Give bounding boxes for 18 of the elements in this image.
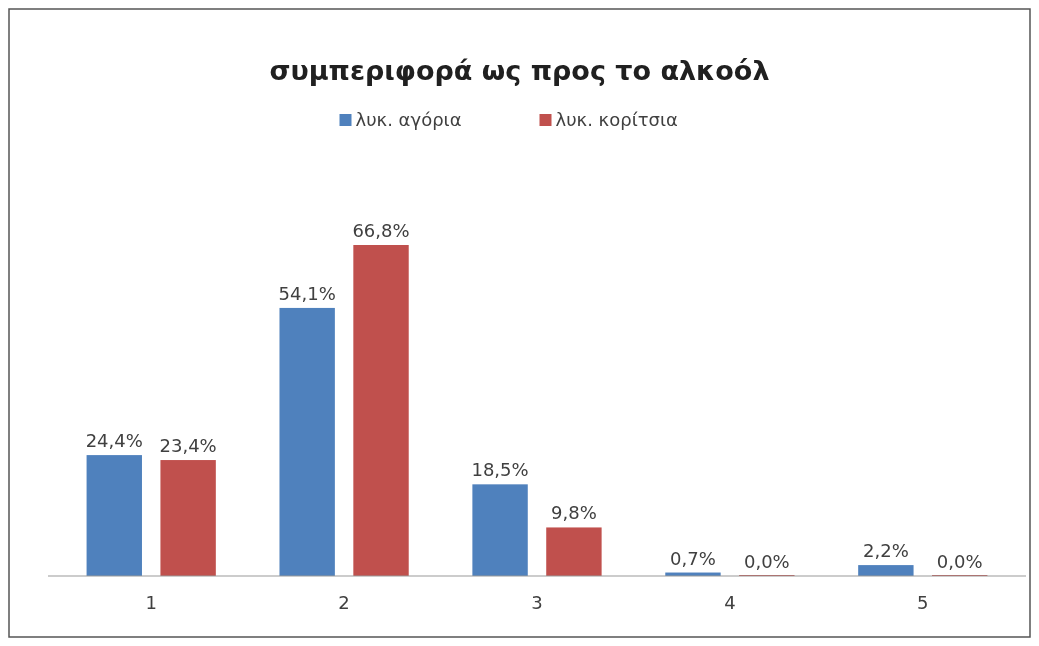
data-label: 2,2% [863, 540, 909, 562]
data-label: 54,1% [278, 282, 336, 304]
x-tick-label: 5 [917, 592, 929, 613]
x-tick-label: 4 [724, 592, 736, 613]
x-tick-label: 3 [531, 592, 543, 613]
data-label: 0,0% [743, 551, 790, 572]
chart-title: συμπεριφορά ως προς το αλκοόλ [269, 55, 770, 86]
x-tick-label: 2 [338, 592, 350, 613]
legend-label: λυκ. κορίτσια [555, 109, 678, 130]
data-label: 0,0% [936, 551, 983, 572]
legend-label: λυκ. αγόρια [355, 109, 462, 130]
x-tick-label: 1 [145, 592, 157, 613]
data-label: 24,4% [85, 430, 143, 452]
data-label: 23,4% [159, 435, 217, 457]
data-label: 18,5% [471, 459, 529, 481]
data-label: 0,7% [670, 547, 716, 569]
data-label: 9,8% [551, 502, 597, 524]
data-label: 66,8% [352, 220, 410, 241]
